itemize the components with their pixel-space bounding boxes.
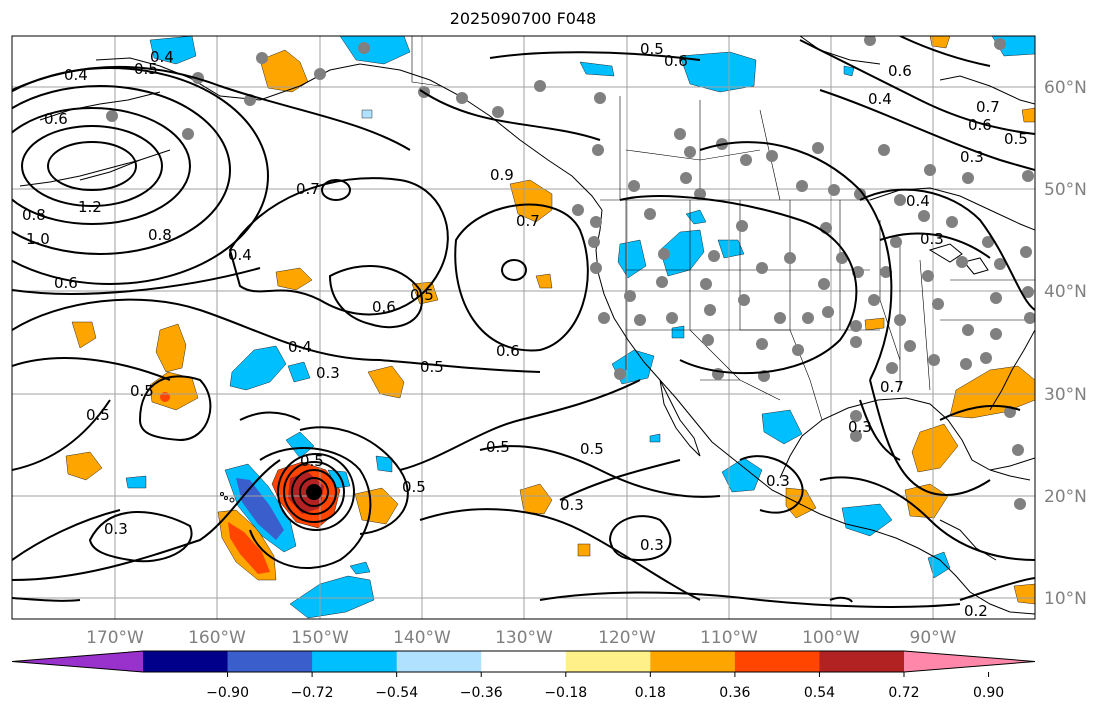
- colorbar-segment: [312, 651, 398, 672]
- lon-label: 160°W: [188, 628, 246, 648]
- lat-label: 20°N: [1044, 487, 1087, 507]
- contour-label: 0.4: [288, 338, 312, 356]
- contour-label: 0.8: [22, 206, 46, 224]
- contour-label: 0.3: [920, 230, 944, 248]
- colorbar-segment: [227, 651, 313, 672]
- lat-label: 30°N: [1044, 385, 1087, 405]
- contour-label: 0.5: [1004, 130, 1028, 148]
- lat-label: 10°N: [1044, 589, 1087, 609]
- coastlines: [19, 36, 1035, 615]
- colorbar-tick-labels: −0.90 −0.72 −0.54 −0.36 −0.18 0.18 0.36 0.54 0.7…: [206, 672, 1004, 701]
- colorbar-segment: [734, 651, 820, 672]
- contour-label: 1.0: [26, 230, 50, 248]
- contour-label: 0.3: [766, 472, 790, 490]
- contour-label: 0.4: [64, 66, 88, 84]
- colorbar-over-arrow: [904, 651, 1035, 672]
- contour-label: 1.2: [78, 198, 102, 216]
- contour-label: 0.9: [490, 166, 514, 184]
- station-dots: [106, 36, 1035, 510]
- lon-label: 140°W: [393, 628, 451, 648]
- contour-label: 0.5: [486, 438, 510, 456]
- colorbar-segment: [650, 651, 736, 672]
- lon-label: 90°W: [910, 628, 957, 648]
- contour-label: 0.6: [496, 342, 520, 360]
- colorbar-segment: [481, 651, 567, 672]
- contour-label: 0.5: [300, 452, 324, 470]
- contour-label: 0.3: [560, 496, 584, 514]
- latitude-labels: 60°N 50°N 40°N 30°N 20°N 10°N: [1044, 78, 1087, 609]
- colorbar-segment: [396, 651, 482, 672]
- contour-label: 0.5: [134, 60, 158, 78]
- contour-label: 0.6: [54, 274, 78, 292]
- map-frame: [11, 35, 1036, 620]
- contour-label: 0.8: [148, 226, 172, 244]
- lon-label: 100°W: [802, 628, 860, 648]
- contour-label: 0.6: [968, 116, 992, 134]
- contour-label: 0.5: [402, 478, 426, 496]
- contour-label: 0.3: [640, 536, 664, 554]
- contour-label: 0.5: [640, 40, 664, 58]
- colorbar-tick-label: −0.18: [544, 685, 587, 701]
- contour-label: 0.5: [420, 358, 444, 376]
- contour-label: 0.6: [888, 62, 912, 80]
- contour-label: 0.4: [868, 90, 892, 108]
- colorbar-tick-label: 0.36: [719, 685, 750, 701]
- lat-label: 50°N: [1044, 180, 1087, 200]
- lon-label: 130°W: [495, 628, 553, 648]
- shaded-fields: [65, 36, 1035, 619]
- lon-label: 120°W: [598, 628, 656, 648]
- lon-label: 110°W: [700, 628, 758, 648]
- storm-center-marker: [306, 484, 322, 500]
- contour-label: 0.4: [150, 48, 174, 66]
- colorbar-tick-label: −0.54: [375, 685, 418, 701]
- contour-label: 0.7: [880, 378, 904, 396]
- contour-label: 0.4: [228, 246, 252, 264]
- colorbar-under-arrow: [12, 651, 143, 672]
- contour-label: 0.2: [964, 602, 988, 620]
- lat-label: 60°N: [1044, 78, 1087, 98]
- contour-label: 0.7: [516, 212, 540, 230]
- contour-label: 0.5: [130, 382, 154, 400]
- contour-label: 0.6: [372, 298, 396, 316]
- map-content: 0.4 0.5 0.4 0.6 0.6 0.4 0.7 0.5 0.3 0.6 …: [12, 36, 1035, 620]
- contour-label: 0.5: [580, 440, 604, 458]
- lat-label: 40°N: [1044, 282, 1087, 302]
- colorbar-tick-label: 0.90: [973, 685, 1004, 701]
- colorbar-segment: [819, 651, 905, 672]
- colorbar-outline: [11, 650, 1036, 673]
- longitude-labels: 170°W 160°W 150°W 140°W 130°W 120°W 110°…: [86, 628, 957, 648]
- map-title: 2025090700 F048: [449, 9, 597, 28]
- contour-label: 0.7: [296, 180, 320, 198]
- colorbar-segment: [143, 651, 229, 672]
- contour-label: 0.3: [104, 520, 128, 538]
- colorbar-segment: [565, 651, 651, 672]
- colorbar: [11, 650, 1036, 673]
- contour-label: 0.3: [848, 418, 872, 436]
- contour-label: 0.5: [410, 286, 434, 304]
- colorbar-tick-label: −0.36: [460, 685, 503, 701]
- lon-label: 170°W: [86, 628, 144, 648]
- lon-label: 150°W: [291, 628, 349, 648]
- contour-label: 0.3: [960, 148, 984, 166]
- colorbar-tick-label: −0.72: [291, 685, 334, 701]
- contour-label: 0.4: [906, 192, 930, 210]
- colorbar-tick-label: −0.90: [206, 685, 249, 701]
- contour-label: 0.6: [664, 52, 688, 70]
- contour-label: 0.5: [86, 406, 110, 424]
- colorbar-tick-label: 0.18: [635, 685, 666, 701]
- colorbar-tick-label: 0.72: [888, 685, 919, 701]
- contour-label: 0.7: [976, 98, 1000, 116]
- contour-lines: [12, 36, 1035, 608]
- contour-label: 0.3: [316, 364, 340, 382]
- colorbar-tick-label: 0.54: [804, 685, 835, 701]
- contour-label: 0.6: [44, 110, 68, 128]
- contour-labels: 0.4 0.5 0.4 0.6 0.6 0.4 0.7 0.5 0.3 0.6 …: [22, 40, 1028, 620]
